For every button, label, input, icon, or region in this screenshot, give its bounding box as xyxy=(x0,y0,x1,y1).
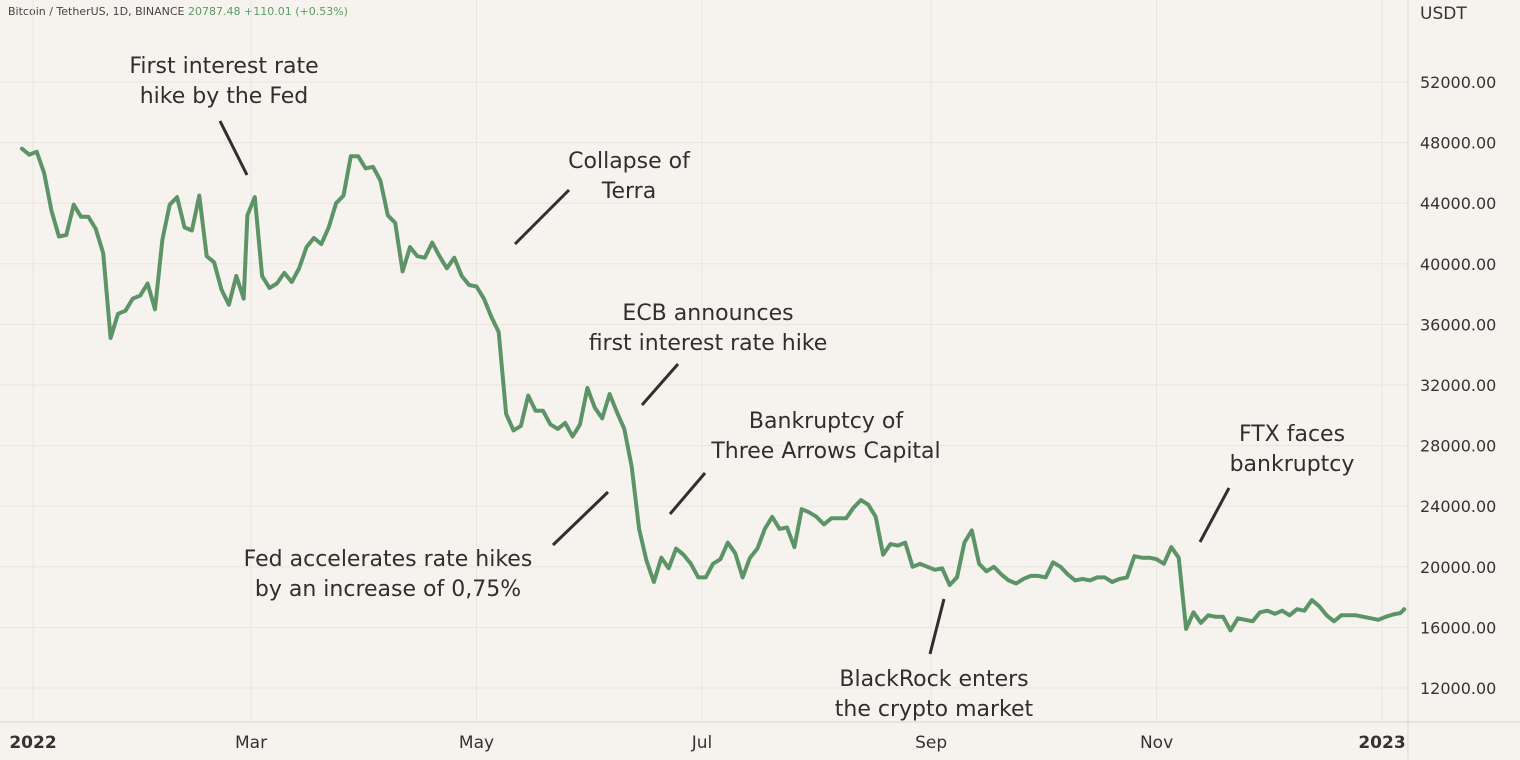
annotation-label: by an increase of 0,75% xyxy=(255,577,521,602)
annotation-label: Collapse of xyxy=(568,149,691,174)
y-tick-label: 44000.00 xyxy=(1420,194,1496,213)
x-tick-label: May xyxy=(459,733,494,753)
annotation-label: bankruptcy xyxy=(1230,452,1355,477)
y-tick-label: 48000.00 xyxy=(1420,134,1496,153)
annotation-pointer xyxy=(928,598,946,655)
y-tick-label: 24000.00 xyxy=(1420,497,1496,516)
annotation-label: the crypto market xyxy=(835,697,1034,722)
price-line xyxy=(19,146,1407,633)
y-tick-label: 12000.00 xyxy=(1420,679,1496,698)
annotation-pointer xyxy=(551,490,610,547)
symbol-info: Bitcoin / TetherUS, 1D, BINANCE 20787.48… xyxy=(8,5,348,18)
annotation-label: Bankruptcy of xyxy=(749,409,904,434)
annotation-label: First interest rate xyxy=(129,54,318,79)
annotation-label: Terra xyxy=(601,179,656,204)
y-tick-label: 40000.00 xyxy=(1420,255,1496,274)
annotation-label: ECB announces xyxy=(622,301,793,326)
annotation-pointer xyxy=(1198,487,1231,543)
annotation-label: Three Arrows Capital xyxy=(710,439,940,464)
annotation-pointer xyxy=(668,472,707,515)
price-change: +110.01 (+0.53%) xyxy=(244,5,348,18)
annotation-pointer xyxy=(513,188,571,246)
x-tick-label: Sep xyxy=(915,733,947,753)
y-tick-label: 20000.00 xyxy=(1420,558,1496,577)
x-tick-label: Nov xyxy=(1140,733,1173,753)
annotation-label: Fed accelerates rate hikes xyxy=(244,547,533,572)
annotation-label: BlackRock enters xyxy=(839,667,1028,692)
y-tick-label: 32000.00 xyxy=(1420,376,1496,395)
y-tick-label: 28000.00 xyxy=(1420,437,1496,456)
x-tick-label: Mar xyxy=(235,733,267,753)
x-tick-label: 2023 xyxy=(1358,733,1405,753)
symbol-name: Bitcoin / TetherUS, 1D, BINANCE xyxy=(8,5,185,18)
y-tick-label: 36000.00 xyxy=(1420,315,1496,334)
annotation-label: hike by the Fed xyxy=(140,84,309,109)
y-tick-label: 16000.00 xyxy=(1420,618,1496,637)
annotation-label: first interest rate hike xyxy=(589,331,828,356)
last-price: 20787.48 xyxy=(188,5,241,18)
annotation-pointer xyxy=(218,120,249,176)
annotation-pointer xyxy=(640,363,680,406)
x-tick-label: 2022 xyxy=(9,733,56,753)
y-tick-label: 52000.00 xyxy=(1420,73,1496,92)
annotation-label: FTX faces xyxy=(1239,422,1345,447)
price-axis-title: USDT xyxy=(1420,4,1467,24)
x-tick-label: Jul xyxy=(691,733,713,753)
